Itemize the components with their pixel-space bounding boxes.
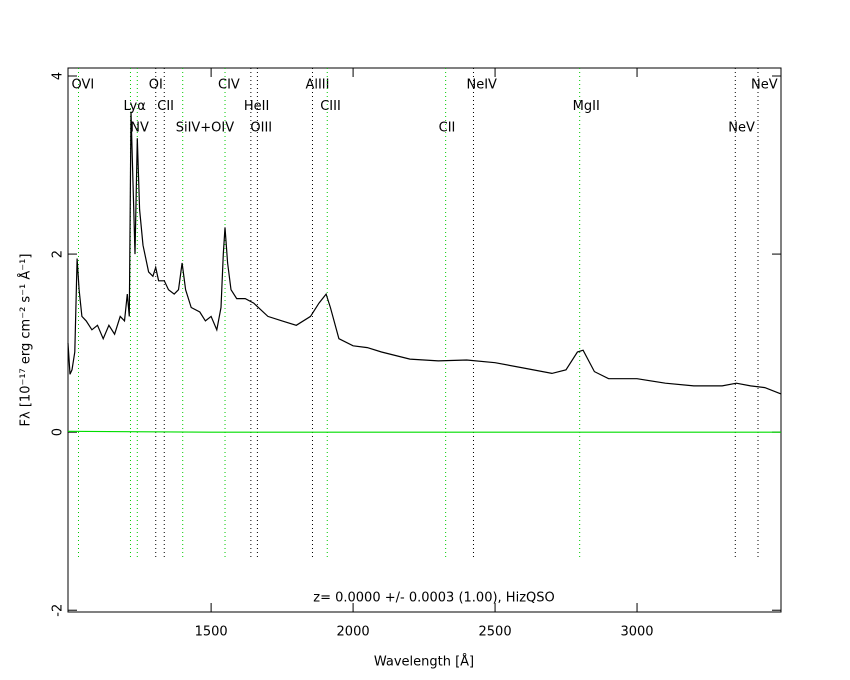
x-tick-label: 1500 <box>195 625 228 640</box>
annotation: z= 0.0000 +/- 0.0003 (1.00), HizQSO <box>313 591 554 606</box>
y-axis-label: Fλ [10⁻¹⁷ erg cm⁻² s⁻¹ Å⁻¹] <box>18 254 34 427</box>
line-label: NeV <box>751 78 778 93</box>
y-tick-label: 0 <box>51 428 66 436</box>
line-label: OI <box>149 78 163 93</box>
y-tick-label: 4 <box>51 72 66 80</box>
line-label: SiIV+OIV <box>176 121 235 136</box>
line-label: OVI <box>72 78 95 93</box>
line-label: CIV <box>218 78 240 93</box>
y-tick-label: -2 <box>51 604 66 617</box>
y-tick-label: 2 <box>51 250 66 258</box>
line-label: OIII <box>250 121 272 136</box>
line-label: MgII <box>573 99 600 114</box>
line-label: CII <box>439 121 456 136</box>
plot-frame <box>67 67 782 613</box>
line-label: AlIII <box>305 78 329 93</box>
x-tick-label: 3000 <box>620 625 653 640</box>
x-tick-label: 2000 <box>337 625 370 640</box>
line-label: NeV <box>728 121 755 136</box>
x-tick-label: 2500 <box>479 625 512 640</box>
line-label: Lyα <box>123 99 145 114</box>
line-label: NV <box>130 121 149 136</box>
line-label: NeIV <box>466 78 497 93</box>
line-label: CIII <box>320 99 341 114</box>
spectrum-line <box>67 430 781 433</box>
spectrum-line <box>67 111 782 395</box>
line-label: HeII <box>244 99 269 114</box>
line-label: CII <box>157 99 174 114</box>
x-axis-label: Wavelength [Å] <box>374 654 474 670</box>
